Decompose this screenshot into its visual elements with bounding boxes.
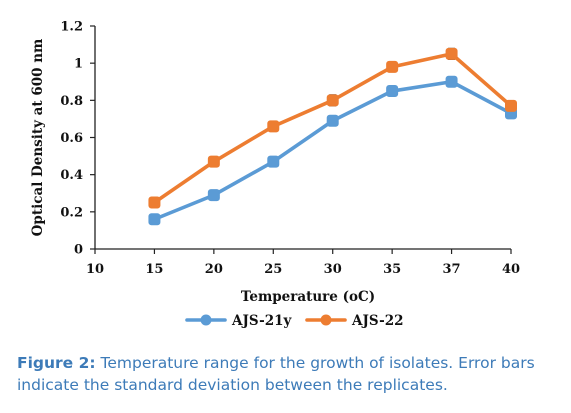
data-point: [267, 155, 280, 168]
y-tick-label: 1: [74, 57, 83, 72]
data-point: [386, 60, 399, 73]
x-tick-label: 20: [205, 262, 223, 277]
x-tick-label: 35: [383, 262, 401, 277]
data-point: [445, 47, 458, 60]
data-point: [148, 213, 161, 226]
line-chart: 0 0.2 0.4 0.6 0.8 1 1.2 10 15 20 25 30 35 37 40 Tempera…: [30, 20, 520, 330]
data-point: [207, 155, 220, 168]
legend-item-AJS-22: AJS-22: [305, 313, 404, 329]
figure-caption: Figure 2: Temperature range for the grow…: [17, 352, 562, 396]
series-lines: [148, 47, 517, 226]
data-point: [326, 114, 339, 127]
caption-label: Figure 2:: [17, 354, 96, 372]
x-tick-label: 15: [145, 262, 163, 277]
x-tick-label: 30: [324, 262, 342, 277]
legend-label: AJS-22: [351, 313, 404, 329]
data-point: [505, 99, 517, 112]
x-tick-label: 10: [86, 262, 104, 277]
data-point: [267, 120, 280, 133]
x-tick-label: 37: [443, 262, 461, 277]
legend-marker: [200, 314, 212, 326]
y-tick-label: 0.6: [60, 131, 83, 146]
caption-text: Temperature range for the growth of isol…: [17, 354, 535, 394]
y-tick-label: 1.2: [60, 20, 83, 35]
x-axis-title: Temperature (oC): [241, 289, 375, 305]
data-point: [326, 94, 339, 107]
series-line: [152, 52, 513, 205]
legend-label: AJS-21y: [231, 313, 292, 329]
y-axis-title: Optical Density at 600 nm: [30, 39, 46, 237]
data-point: [207, 189, 220, 202]
legend-item-AJS-21y: AJS-21y: [185, 313, 292, 329]
y-tick-label: 0.2: [60, 205, 83, 220]
x-tick-label: 40: [502, 262, 520, 277]
axes: 0 0.2 0.4 0.6 0.8 1 1.2 10 15 20 25 30 35 37 40 Tempera…: [30, 20, 520, 306]
data-point: [148, 196, 161, 209]
legend-marker: [320, 314, 332, 326]
x-tick-label: 25: [264, 262, 282, 277]
series-AJS-22: [148, 47, 517, 209]
y-tick-label: 0: [74, 243, 83, 258]
data-point: [445, 75, 458, 88]
data-point: [386, 85, 399, 98]
y-tick-label: 0.4: [60, 168, 83, 183]
y-tick-label: 0.8: [60, 94, 83, 109]
legend: AJS-21y AJS-22: [185, 313, 404, 329]
